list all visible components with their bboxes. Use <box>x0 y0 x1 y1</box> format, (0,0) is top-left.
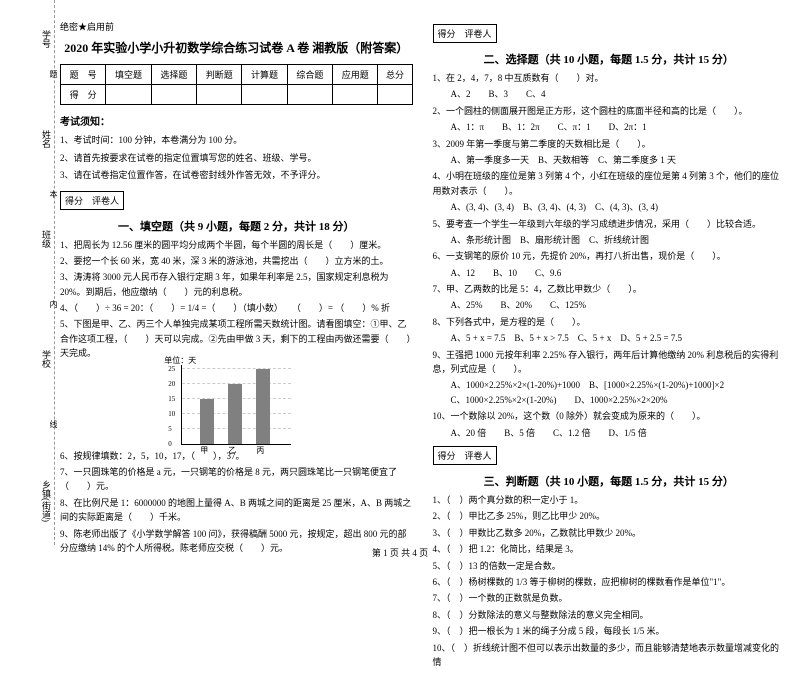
section-2-title: 二、选择题（共 10 小题，每题 1.5 分，共计 15 分） <box>433 51 786 67</box>
score-cell: 得 分 <box>61 85 106 105</box>
choice-q6: 6、一支钢笔的原价 10 元，先提价 20%，再打八折出售，现价是（ ）。 <box>433 249 786 263</box>
bar-bing <box>256 369 270 444</box>
bar-yi <box>228 384 242 444</box>
seal-note: 线 <box>48 420 59 428</box>
binding-margin: 学号 姓名 班级 学校 乡镇(街道) 题 本 内 线 <box>10 0 55 545</box>
ytick: 10 <box>168 410 175 418</box>
choice-q7: 7、甲、乙两数的比是 5：4，乙数比甲数少（ ）。 <box>433 282 786 296</box>
choice-q5-opts: A、条形统计图 B、扇形统计图 C、折线统计图 <box>433 233 786 247</box>
score-cell: 填空题 <box>106 65 151 85</box>
seal-note: 本 <box>48 190 59 198</box>
secret-label: 绝密★启用前 <box>60 20 413 33</box>
score-cell: 综合题 <box>287 65 332 85</box>
fill-q7: 7、一只圆珠笔的价格是 a 元，一只钢笔的价格是 8 元，两只圆珠笔比一只钢笔便… <box>60 465 413 494</box>
binding-label-school: 学校 <box>40 350 53 368</box>
binding-label-town: 乡镇(街道) <box>40 480 53 522</box>
choice-q2: 2、一个圆柱的侧面展开图是正方形，这个圆柱的底面半径和高的比是（ ）。 <box>433 104 786 118</box>
judge-q7: 7、（ ）一个数的正数就是负数。 <box>433 591 786 605</box>
choice-q10: 10、一个数除以 20%，这个数（0 除外）就会变成为原来的（ ）。 <box>433 409 786 423</box>
page-footer: 第 1 页 共 4 页 <box>0 546 800 559</box>
seal-note: 题 <box>48 70 59 78</box>
choice-q3-opts: A、第一季度多一天 B、天数相等 C、第二季度多 1 天 <box>433 153 786 167</box>
score-table: 题 号 填空题 选择题 判断题 计算题 综合题 应用题 总分 得 分 <box>60 64 413 105</box>
judge-q10: 10、（ ）折线统计图不但可以表示出数量的多少，而且能够清楚地表示数量增减变化的… <box>433 641 786 670</box>
judge-q9: 9、（ ）把一根长为 1 米的绳子分成 5 段，每段长 1/5 米。 <box>433 624 786 638</box>
ytick: 15 <box>168 395 175 403</box>
xtick: 乙 <box>228 445 236 456</box>
bar-chart: 单位：天 0 5 10 15 20 25 甲 乙 丙 <box>181 365 291 445</box>
judge-q6: 6、（ ）杨树棵数的 1/3 等于柳树的棵数，应把柳树的棵数看作是单位"1"。 <box>433 575 786 589</box>
table-row: 题 号 填空题 选择题 判断题 计算题 综合题 应用题 总分 <box>61 65 413 85</box>
choice-q4: 4、小明在班级的座位是第 3 列第 4 个，小红在班级的座位是第 4 列第 3 … <box>433 169 786 198</box>
score-cell: 应用题 <box>333 65 378 85</box>
binding-label-id: 学号 <box>40 30 53 48</box>
fill-q2: 2、要挖一个长 60 米，宽 40 米，深 3 米的游泳池，共需挖出（ ）立方米… <box>60 254 413 268</box>
ytick: 5 <box>168 425 172 433</box>
score-cell: 选择题 <box>151 65 196 85</box>
score-cell: 题 号 <box>61 65 106 85</box>
choice-q5: 5、要考查一个学生一年级到六年级的学习成绩进步情况，采用（ ）比较合适。 <box>433 217 786 231</box>
exam-title: 2020 年实验小学小升初数学综合练习试卷 A 卷 湘教版（附答案） <box>60 39 413 56</box>
page-content: 绝密★启用前 2020 年实验小学小升初数学综合练习试卷 A 卷 湘教版（附答案… <box>0 0 800 681</box>
table-row: 得 分 <box>61 85 413 105</box>
notice-item: 1、考试时间：100 分钟，本卷满分为 100 分。 <box>60 134 413 148</box>
judge-q1: 1、（ ）两个真分数的积一定小于 1。 <box>433 493 786 507</box>
choice-q1: 1、在 2，4，7，8 中互质数有（ ）对。 <box>433 71 786 85</box>
fill-q5: 5、下图是甲、乙、丙三个人单独完成某项工程所需天数统计图。请看图填空：①甲、乙合… <box>60 317 413 360</box>
right-column: 得分 评卷人 二、选择题（共 10 小题，每题 1.5 分，共计 15 分） 1… <box>433 20 786 671</box>
score-cell: 计算题 <box>242 65 287 85</box>
scorer-box: 得分 评卷人 <box>433 446 497 465</box>
choice-q2-opts: A、1：π B、1：2π C、π：1 D、2π：1 <box>433 120 786 134</box>
section-1-title: 一、填空题（共 9 小题，每题 2 分，共计 18 分） <box>60 218 413 234</box>
ytick: 20 <box>168 380 175 388</box>
score-cell: 判断题 <box>197 65 242 85</box>
scorer-box: 得分 评卷人 <box>60 191 124 210</box>
notice-heading: 考试须知： <box>60 113 413 128</box>
left-column: 绝密★启用前 2020 年实验小学小升初数学综合练习试卷 A 卷 湘教版（附答案… <box>60 20 413 671</box>
binding-label-class: 班级 <box>40 230 53 248</box>
choice-q9: 9、王强把 1000 元按年利率 2.25% 存入银行，两年后计算他缴纳 20%… <box>433 348 786 377</box>
choice-q3: 3、2009 年第一季度与第二季度的天数相比是（ ）。 <box>433 137 786 151</box>
judge-q2: 2、（ ）甲比乙多 25%，则乙比甲少 20%。 <box>433 509 786 523</box>
choice-q10-opts: A、20 倍 B、5 倍 C、1.2 倍 D、1/5 倍 <box>433 426 786 440</box>
fill-q6: 6、按规律填数：2，5，10，17，（ ），37。 <box>60 449 413 463</box>
choice-q1-opts: A、2 B、3 C、4 <box>433 87 786 101</box>
notice-item: 2、请首先按要求在试卷的指定位置填写您的姓名、班级、学号。 <box>60 152 413 166</box>
notice-item: 3、请在试卷指定位置作答，在试卷密封线外作答无效，不予评分。 <box>60 169 413 183</box>
ytick: 25 <box>168 365 175 373</box>
judge-q3: 3、（ ）甲数比乙数多 20%，乙数就比甲数少 20%。 <box>433 526 786 540</box>
choice-q8-opts: A、5 + x = 7.5 B、5 + x > 7.5 C、5 + x D、5 … <box>433 331 786 345</box>
fill-q4: 4、（ ）÷ 36 = 20：（ ）= 1/4 =（ ）（填小数） （ ）= （… <box>60 301 413 315</box>
scorer-box: 得分 评卷人 <box>433 24 497 43</box>
fill-q8: 8、在比例尺是 1：6000000 的地图上量得 A、B 两城之间的距离是 25… <box>60 496 413 525</box>
seal-note: 内 <box>48 300 59 308</box>
bar-jia <box>200 399 214 444</box>
judge-q8: 8、（ ）分数除法的意义与整数除法的意义完全相同。 <box>433 608 786 622</box>
section-3-title: 三、判断题（共 10 小题，每题 1.5 分，共计 15 分） <box>433 473 786 489</box>
xtick: 丙 <box>256 445 264 456</box>
ytick: 0 <box>168 440 172 448</box>
xtick: 甲 <box>200 445 208 456</box>
score-cell: 总分 <box>378 65 412 85</box>
choice-q7-opts: A、25% B、20% C、125% <box>433 298 786 312</box>
fill-q1: 1、把周长为 12.56 厘米的圆平均分成两个半圆，每个半圆的周长是（ ）厘米。 <box>60 238 413 252</box>
choice-q4-opts: A、(3, 4)、(3, 4) B、(3, 4)、(4, 3) C、(4, 3)… <box>433 200 786 214</box>
choice-q8: 8、下列各式中，是方程的是（ ）。 <box>433 315 786 329</box>
choice-q6-opts: A、12 B、10 C、9.6 <box>433 266 786 280</box>
binding-label-name: 姓名 <box>40 130 53 148</box>
choice-q9-opts: A、1000×2.25%×2×(1-20%)+1000 B、[1000×2.25… <box>433 378 786 407</box>
fill-q3: 3、涛涛将 3000 元人民币存入银行定期 3 年，如果年利率是 2.5，国家规… <box>60 270 413 299</box>
judge-q5: 5、（ ）13 的倍数一定是合数。 <box>433 559 786 573</box>
